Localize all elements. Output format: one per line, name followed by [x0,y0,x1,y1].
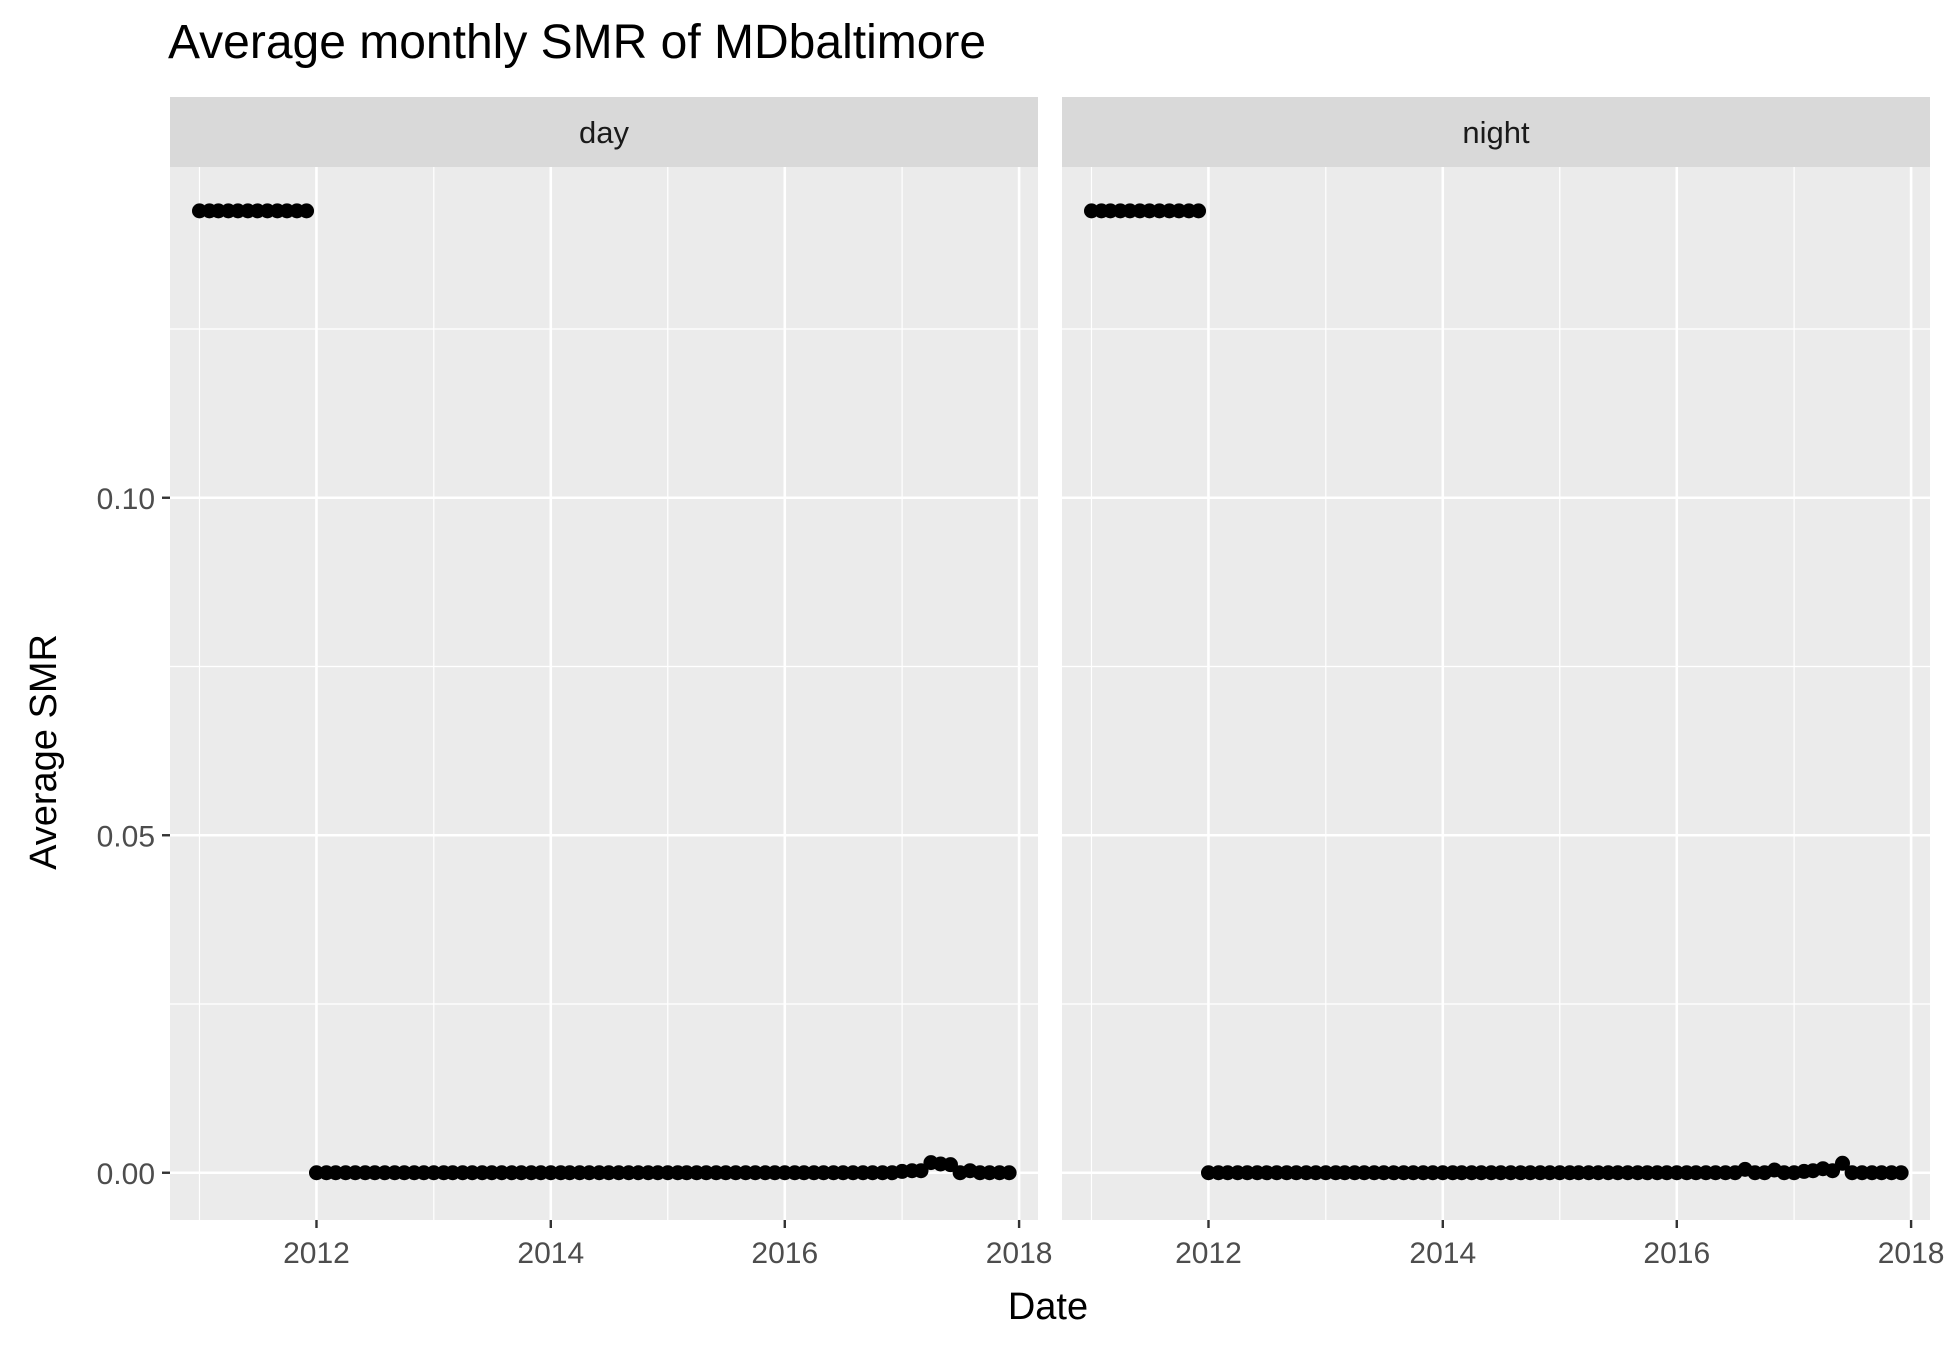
y-tick-label: 0.10 [97,483,155,516]
chart-title: Average monthly SMR of MDbaltimore [168,16,986,69]
facet-panel-day: day 2012 2014 2016 2018 0.00 0.05 0.10 [97,97,1053,1270]
x-tick-label: 2018 [1878,1237,1945,1270]
facet-panel-night: night 2012 2014 2016 2018 [1062,97,1944,1270]
data-point [1001,1165,1017,1181]
x-tick-label: 2016 [751,1237,818,1270]
facet-strip [1062,97,1930,167]
x-tick-label: 2012 [283,1237,350,1270]
data-point [1893,1165,1909,1181]
y-tick-label: 0.00 [97,1158,155,1191]
data-point [913,1163,929,1179]
x-tick-label: 2016 [1643,1237,1710,1270]
y-tick-label: 0.05 [97,820,155,853]
x-tick-label: 2018 [986,1237,1053,1270]
data-point [1191,203,1207,219]
x-tick-label: 2014 [1409,1237,1476,1270]
x-tick-label: 2014 [517,1237,584,1270]
x-tick-label: 2012 [1175,1237,1242,1270]
panel-background [1062,167,1930,1220]
facet-panels: day 2012 2014 2016 2018 0.00 0.05 0.10 night 2012… [97,97,1944,1270]
data-point [299,203,315,219]
x-axis-label: Date [1008,1286,1088,1328]
facet-strip [170,97,1038,167]
facet-strip-label: day [579,115,629,150]
panel-background [170,167,1038,1220]
facet-strip-label: night [1462,115,1530,150]
y-axis-label: Average SMR [23,634,65,870]
data-point [1834,1155,1850,1171]
